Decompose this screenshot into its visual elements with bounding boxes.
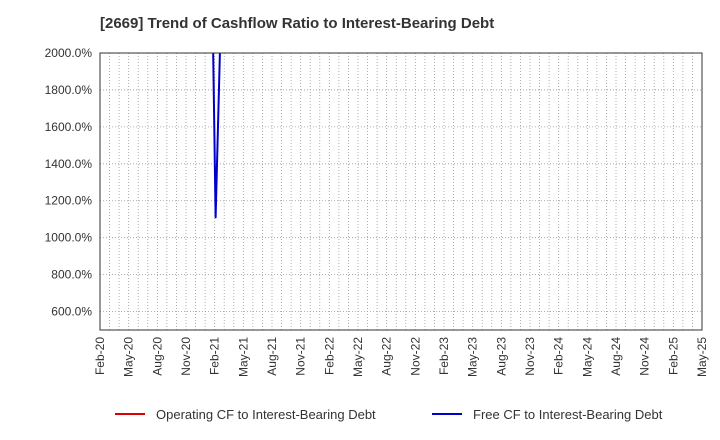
y-tick-label: 1400.0% bbox=[45, 157, 93, 171]
x-tick-label: May-24 bbox=[580, 337, 594, 377]
x-tick-label: May-23 bbox=[466, 337, 480, 377]
x-tick-label: Feb-24 bbox=[552, 337, 566, 375]
x-tick-label: Aug-22 bbox=[380, 337, 394, 376]
x-tick-label: May-21 bbox=[236, 337, 250, 377]
x-tick-label: Nov-22 bbox=[408, 337, 422, 376]
legend-label-2: Free CF to Interest-Bearing Debt bbox=[473, 407, 663, 422]
x-tick-label: Feb-20 bbox=[93, 337, 107, 375]
x-tick-label: Nov-24 bbox=[638, 337, 652, 376]
series-line-2 bbox=[212, 53, 221, 219]
series-layer bbox=[212, 53, 221, 219]
y-tick-label: 800.0% bbox=[51, 268, 92, 282]
x-tick-label: Aug-23 bbox=[494, 337, 508, 376]
x-tick-label: May-25 bbox=[695, 337, 709, 377]
y-tick-label: 1800.0% bbox=[45, 83, 93, 97]
x-tick-label: Nov-21 bbox=[294, 337, 308, 376]
y-tick-label: 600.0% bbox=[51, 305, 92, 319]
x-tick-label: Feb-21 bbox=[208, 337, 222, 375]
x-tick-label: Feb-23 bbox=[437, 337, 451, 375]
legend-label-1: Operating CF to Interest-Bearing Debt bbox=[156, 407, 376, 422]
x-tick-label: Feb-25 bbox=[666, 337, 680, 375]
y-tick-label: 1200.0% bbox=[45, 194, 93, 208]
x-axis: Feb-20 May-20 Aug-20 Nov-20 Feb-21 May-21 Aug-… bbox=[93, 337, 709, 377]
y-tick-label: 1000.0% bbox=[45, 231, 93, 245]
y-tick-label: 2000.0% bbox=[45, 46, 93, 60]
plot-background bbox=[100, 53, 702, 330]
x-tick-label: May-20 bbox=[122, 337, 136, 377]
x-tick-label: Aug-21 bbox=[265, 337, 279, 376]
y-axis: 600.0% 800.0% 1000.0% 1200.0% 1400.0% 1600.0%… bbox=[45, 46, 93, 319]
plot-frame bbox=[99, 52, 703, 331]
x-tick-label: May-22 bbox=[351, 337, 365, 377]
x-tick-label: Feb-22 bbox=[322, 337, 336, 375]
x-tick-label: Nov-23 bbox=[523, 337, 537, 376]
y-tick-label: 1600.0% bbox=[45, 120, 93, 134]
chart-title: [2669] Trend of Cashflow Ratio to Intere… bbox=[100, 15, 495, 32]
x-tick-label: Aug-24 bbox=[609, 337, 623, 376]
x-tick-label: Aug-20 bbox=[150, 337, 164, 376]
legend: Operating CF to Interest-Bearing Debt Fre… bbox=[115, 407, 663, 422]
x-tick-label: Nov-20 bbox=[179, 337, 193, 376]
